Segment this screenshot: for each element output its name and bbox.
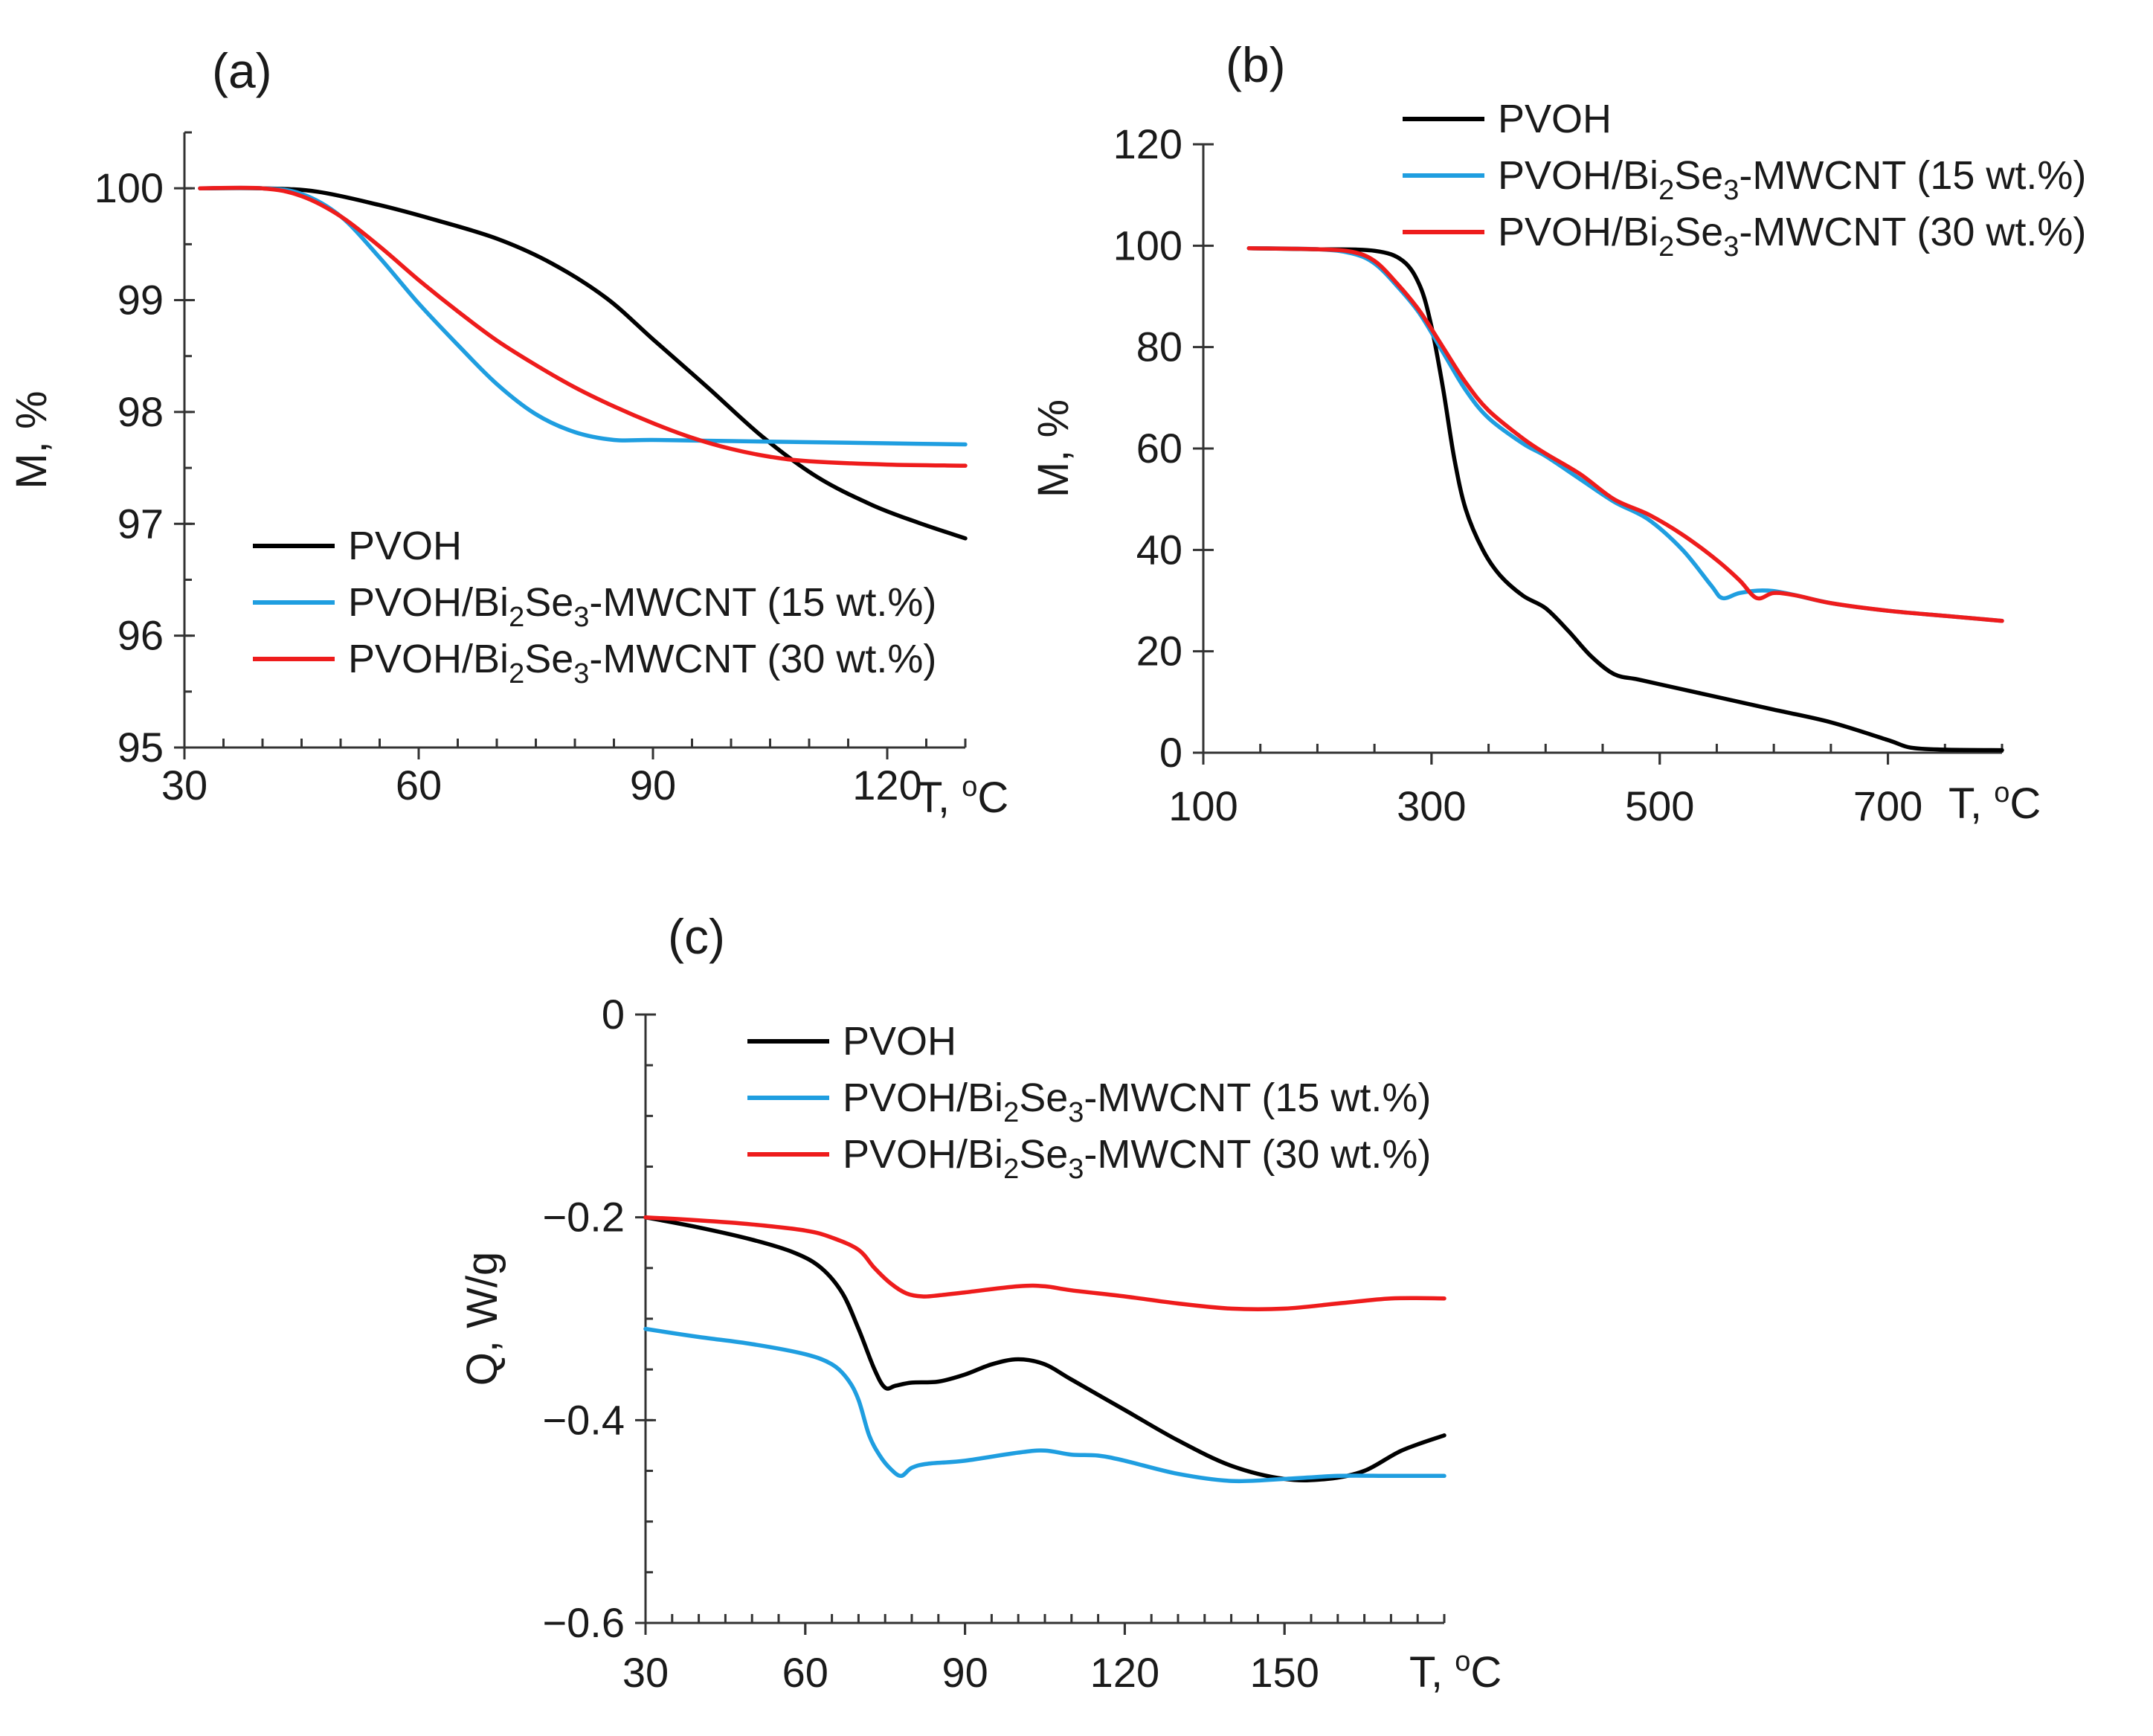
y-tick-label: 40 <box>1136 526 1182 573</box>
series-line-1 <box>198 186 968 541</box>
x-tick-label: 100 <box>1168 782 1238 829</box>
x-tick-label: 300 <box>1397 782 1466 829</box>
x-tick-label: 700 <box>1853 782 1922 829</box>
y-tick-label: 97 <box>118 500 164 547</box>
series-line-2 <box>1246 245 2004 623</box>
legend-entry: PVOH/Bi2Se3-MWCNT (15 wt.%) <box>348 580 936 633</box>
y-tick-label: −0.4 <box>542 1396 625 1443</box>
x-axis-label: T, oC <box>1948 777 2041 828</box>
chart-panel-c: 30 60 90 120 150 −0.6 −0.4 −0.2 0 T, oC Q, W/g (c) P… <box>458 909 1502 1697</box>
x-axis-label: T, oC <box>916 771 1008 822</box>
series-line-2 <box>198 185 968 447</box>
legend-entry: PVOH/Bi2Se3-MWCNT (30 wt.%) <box>843 1132 1431 1185</box>
y-tick-label: −0.2 <box>542 1194 625 1241</box>
y-tick-label: 98 <box>118 388 164 435</box>
x-tick-label: 30 <box>161 762 207 808</box>
chart-panel-a: 30 60 90 120 95 96 97 98 99 100 T, oC M, % (a) PVOH PV… <box>7 43 1008 822</box>
y-tick-label: 100 <box>1113 222 1182 269</box>
y-tick-label: 95 <box>118 724 164 771</box>
y-tick-label: 0 <box>602 991 625 1038</box>
x-tick-label: 120 <box>1090 1649 1159 1696</box>
x-tick-label: 90 <box>942 1649 988 1696</box>
x-tick-label: 60 <box>396 762 442 808</box>
legend-entry: PVOH/Bi2Se3-MWCNT (15 wt.%) <box>843 1076 1431 1128</box>
panel-label: (a) <box>212 43 272 98</box>
y-tick-label: 96 <box>118 612 164 659</box>
y-tick-label: 60 <box>1136 425 1182 472</box>
panel-label: (b) <box>1226 37 1286 92</box>
x-tick-label: 30 <box>622 1649 669 1696</box>
series-line-3 <box>1246 245 2004 623</box>
panel-label: (c) <box>668 909 725 964</box>
legend-entry: PVOH/Bi2Se3-MWCNT (15 wt.%) <box>1498 153 2086 206</box>
series-line-1 <box>643 1215 1446 1482</box>
y-axis-label: M, % <box>7 390 56 489</box>
legend-entry: PVOH <box>1498 97 1612 141</box>
legend-entry: PVOH/Bi2Se3-MWCNT (30 wt.%) <box>348 637 936 689</box>
y-tick-label: 0 <box>1159 729 1182 776</box>
legend-entry: PVOH <box>348 524 462 568</box>
x-axis-label: T, oC <box>1409 1646 1502 1697</box>
x-tick-label: 60 <box>782 1649 828 1696</box>
y-tick-label: 80 <box>1136 324 1182 370</box>
x-tick-label: 150 <box>1249 1649 1319 1696</box>
y-tick-label: −0.6 <box>542 1599 625 1646</box>
series-line-3 <box>198 185 968 468</box>
y-tick-label: 20 <box>1136 628 1182 675</box>
chart-panel-b: 100 300 500 700 0 20 40 60 80 100 120 T, oC M, % (b) P… <box>1029 37 2086 829</box>
y-tick-label: 120 <box>1113 120 1182 167</box>
x-tick-label: 90 <box>630 762 676 808</box>
legend-entry: PVOH <box>843 1019 956 1064</box>
y-tick-label: 99 <box>118 277 164 324</box>
series-line-1 <box>1246 245 2004 753</box>
series-line-2 <box>643 1326 1446 1484</box>
legend-entry: PVOH/Bi2Se3-MWCNT (30 wt.%) <box>1498 210 2086 263</box>
series-line-3 <box>643 1215 1446 1311</box>
x-tick-label: 120 <box>852 762 921 808</box>
x-tick-label: 500 <box>1625 782 1694 829</box>
y-axis-label: M, % <box>1029 399 1078 498</box>
y-axis-label: Q, W/g <box>458 1252 506 1386</box>
y-tick-label: 100 <box>94 164 164 211</box>
